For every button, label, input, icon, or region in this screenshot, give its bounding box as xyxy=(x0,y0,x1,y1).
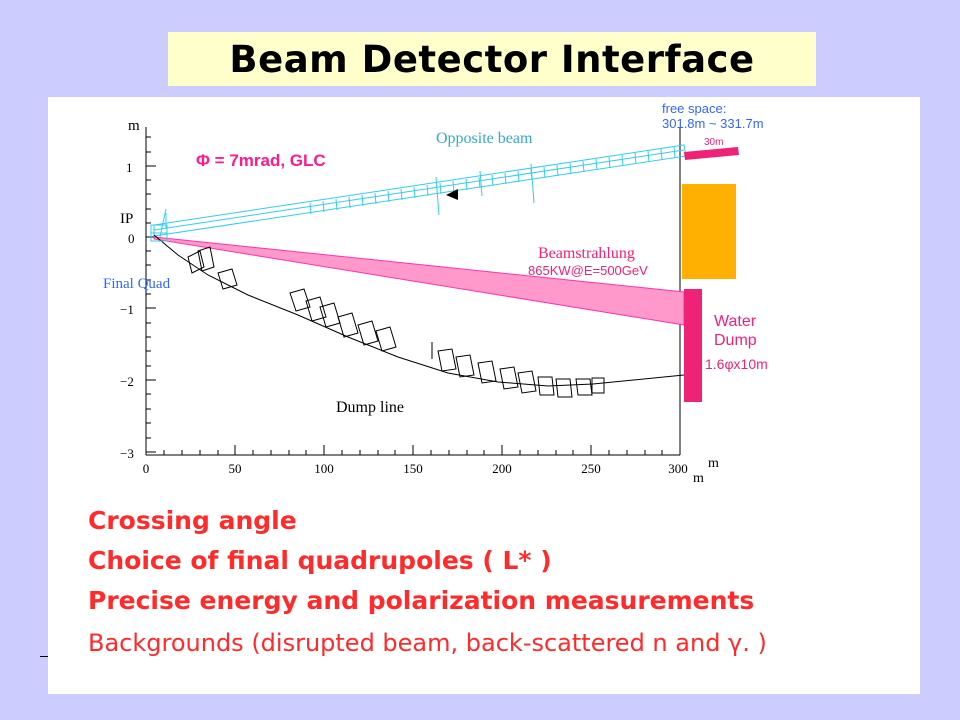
x-tick-label: 250 xyxy=(581,461,601,476)
dump-line-label: Dump line xyxy=(336,399,404,416)
bullet-list: Crossing angle Choice of final quadrupol… xyxy=(88,501,767,663)
extension-30m xyxy=(684,147,739,160)
water-label: Water xyxy=(714,313,757,330)
x-tick-label: 0 xyxy=(143,461,150,476)
x-tick-label: 150 xyxy=(403,461,423,476)
dump-size-label: 1.6φx10m xyxy=(705,356,768,372)
y-unit-label: m xyxy=(128,118,140,134)
dump-line xyxy=(153,234,685,398)
beamstrahlung-power-label: 865KW@E=500GeV xyxy=(528,263,648,278)
free-space-range: 301.8m ~ 331.7m xyxy=(662,116,764,131)
x-unit-label-2: m xyxy=(693,471,704,486)
bullet-item: Crossing angle xyxy=(88,506,297,535)
x-tick-label: 50 xyxy=(229,461,242,476)
x-unit-label: m xyxy=(708,456,719,471)
y-tick-label: 1 xyxy=(126,160,133,175)
dump-label: Dump xyxy=(714,332,757,349)
axes xyxy=(145,127,681,456)
y-tick-label: −1 xyxy=(120,302,134,317)
beam-direction-arrow xyxy=(446,189,458,200)
bullet-item: Backgrounds (disrupted beam, back-scatte… xyxy=(88,629,767,657)
content-panel: m 1 IP 0 −1 −2 −3 0 50 100 150 200 250 3… xyxy=(48,97,920,694)
x-tick-label: 200 xyxy=(492,461,512,476)
beam-layout-diagram: m 1 IP 0 −1 −2 −3 0 50 100 150 200 250 3… xyxy=(103,101,768,486)
margin-mark xyxy=(40,656,48,657)
length-30m-label: 30m xyxy=(704,137,723,148)
ip-label: IP xyxy=(120,211,133,227)
bullet-item: Precise energy and polarization measurem… xyxy=(88,586,755,615)
absorber-block xyxy=(682,184,736,279)
crossing-angle-label: Φ = 7mrad, GLC xyxy=(196,151,326,170)
title-banner: Beam Detector Interface xyxy=(168,32,816,86)
x-tick-label: 300 xyxy=(668,461,688,476)
water-dump xyxy=(684,289,702,402)
beamstrahlung-label: Beamstrahlung xyxy=(538,245,635,262)
final-quad-label: Final Quad xyxy=(103,276,171,292)
y-tick-label: −3 xyxy=(120,446,134,461)
y-tick-label: 0 xyxy=(128,231,135,246)
free-space-label: free space: xyxy=(662,101,726,116)
page-title: Beam Detector Interface xyxy=(229,37,755,81)
y-tick-label: −2 xyxy=(120,374,134,389)
x-tick-label: 100 xyxy=(314,461,334,476)
final-quad xyxy=(150,224,168,242)
bullet-item: Choice of final quadrupoles ( L* ) xyxy=(88,546,552,575)
opposite-beam-label: Opposite beam xyxy=(436,130,533,147)
